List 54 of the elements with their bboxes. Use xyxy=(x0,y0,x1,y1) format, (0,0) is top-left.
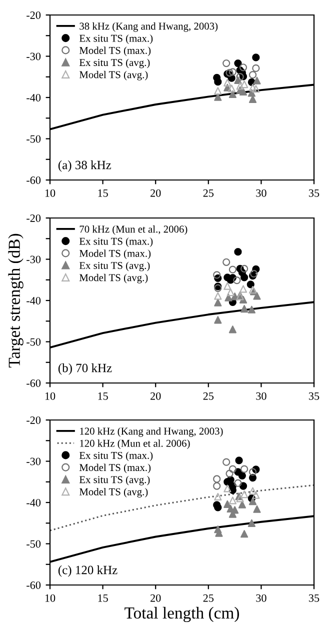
y-tick-label: -30 xyxy=(26,256,41,264)
y-tick-label: -60 xyxy=(26,176,41,184)
x-tick-label: 35 xyxy=(308,392,320,400)
legend-label: Ex situ TS (avg.) xyxy=(79,58,150,68)
legend-label: Model TS (max.) xyxy=(79,464,151,474)
x-tick-label: 30 xyxy=(256,594,266,602)
x-tick-label: 15 xyxy=(98,594,108,602)
legend-label: 70 kHz (Mun et al., 2006) xyxy=(80,225,188,235)
x-tick-label: 10 xyxy=(45,392,56,400)
x-tick-label: 15 xyxy=(98,189,108,197)
legend-label: Ex situ TS (max.) xyxy=(79,452,153,462)
legend-label: Ex situ TS (max.) xyxy=(79,237,153,247)
legend-label: Model TS (max.) xyxy=(79,250,151,260)
y-tick-label: -20 xyxy=(26,416,41,424)
x-tick-label: 30 xyxy=(256,189,266,197)
legend-label: 120 kHz (Mun et al. 2006) xyxy=(80,440,190,449)
x-tick-label: 20 xyxy=(150,189,161,197)
legend-label: 38 kHz (Kang and Hwang, 2003) xyxy=(80,22,218,32)
x-tick-label: 15 xyxy=(98,392,108,400)
legend-label: Model TS (avg.) xyxy=(79,70,148,80)
y-tick-label: -30 xyxy=(26,458,41,466)
x-tick-label: 25 xyxy=(203,594,214,602)
x-tick-label: 25 xyxy=(203,189,214,197)
x-axis-title: Total length (cm) xyxy=(124,606,239,622)
legend-label: Ex situ TS (max.) xyxy=(79,34,153,44)
y-tick-label: -50 xyxy=(26,338,41,346)
y-tick-label: -20 xyxy=(26,214,41,222)
y-tick-label: -50 xyxy=(26,540,41,548)
x-tick-label: 10 xyxy=(45,594,56,602)
y-axis-title: Target strength (dB) xyxy=(8,234,24,368)
annotation: (c) 120 kHz xyxy=(58,565,118,577)
y-tick-label: -40 xyxy=(26,498,41,506)
x-tick-label: 20 xyxy=(150,392,161,400)
x-tick-label: 20 xyxy=(150,594,161,602)
legend-label: Model TS (max.) xyxy=(79,46,151,56)
y-tick-label: -40 xyxy=(26,94,41,102)
y-tick-label: -30 xyxy=(26,52,41,60)
x-tick-label: 35 xyxy=(308,189,320,197)
y-tick-label: -60 xyxy=(26,379,41,387)
legend-label: Model TS (avg.) xyxy=(79,488,148,498)
x-tick-label: 10 xyxy=(45,189,56,197)
x-tick-label: 35 xyxy=(308,594,320,602)
legend-label: Model TS (avg.) xyxy=(79,274,148,284)
y-tick-label: -60 xyxy=(26,581,41,589)
legend-label: Ex situ TS (avg.) xyxy=(79,476,150,486)
y-tick-label: -40 xyxy=(26,296,41,304)
y-tick-label: -50 xyxy=(26,135,41,143)
legend-label: Ex situ TS (avg.) xyxy=(79,262,150,272)
x-tick-label: 25 xyxy=(203,392,214,400)
annotation: (a) 38 kHz xyxy=(58,160,112,172)
y-tick-label: -20 xyxy=(26,11,41,19)
legend-label: 120 kHz (Kang and Hwang, 2003) xyxy=(80,427,223,437)
annotation: (b) 70 kHz xyxy=(58,363,112,375)
x-tick-label: 30 xyxy=(256,392,266,400)
